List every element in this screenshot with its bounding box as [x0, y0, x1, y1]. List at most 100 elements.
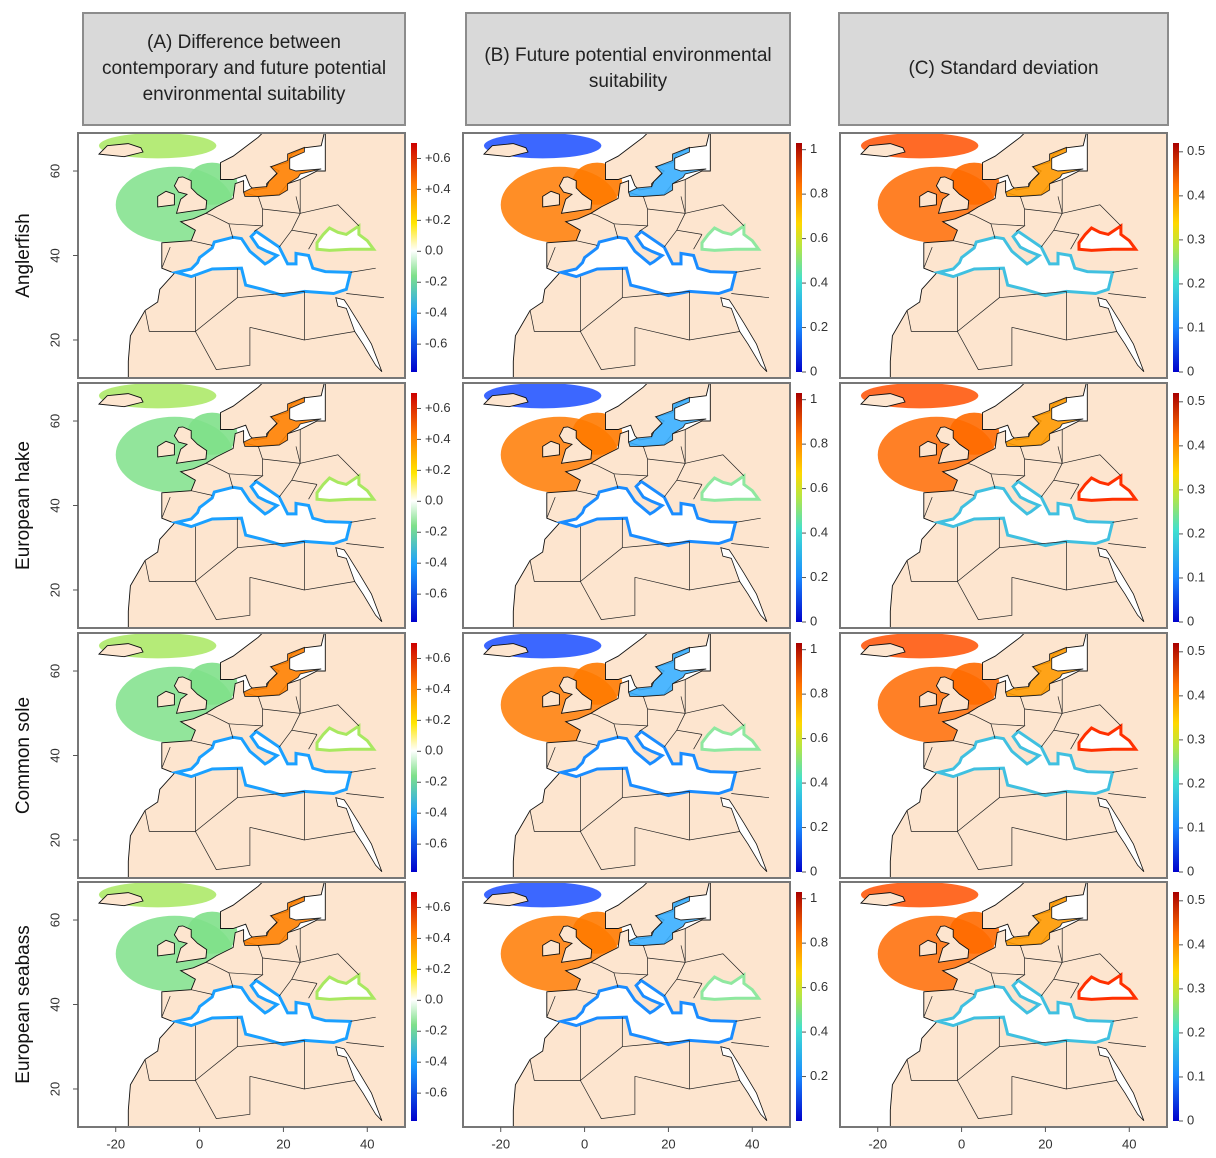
border	[906, 560, 912, 582]
sea	[243, 646, 322, 697]
colorbar	[796, 892, 802, 1121]
border	[957, 327, 1013, 370]
border	[1112, 267, 1138, 273]
border	[350, 767, 376, 773]
land	[98, 143, 144, 158]
colorbar	[796, 143, 802, 372]
border	[278, 729, 293, 748]
sea	[1005, 895, 1084, 946]
land	[512, 133, 790, 378]
border	[195, 827, 251, 870]
border	[923, 995, 933, 1018]
colorbar-tick-label: 0.8	[810, 686, 828, 701]
border	[1112, 517, 1138, 523]
colorbar-tick-label: 0.6	[810, 230, 828, 245]
colorbar-tick-label: 0.4	[1187, 187, 1205, 202]
border	[576, 989, 598, 995]
border	[957, 577, 1013, 620]
border	[923, 246, 933, 269]
border	[1040, 729, 1055, 748]
border	[205, 462, 234, 489]
border	[999, 541, 1067, 549]
colorbar-tick-label: -0.2	[425, 1023, 447, 1038]
border	[999, 791, 1067, 799]
sea	[932, 479, 1115, 548]
land	[542, 939, 560, 957]
border	[1011, 576, 1067, 591]
panel-frame	[839, 382, 1168, 629]
border	[1108, 1042, 1147, 1048]
border	[693, 234, 703, 250]
row-label: European hake	[13, 441, 34, 570]
land	[483, 143, 529, 158]
row-label: European seabass	[13, 925, 34, 1083]
border	[663, 229, 678, 248]
sea	[1005, 146, 1084, 197]
land	[173, 176, 208, 214]
sea	[243, 396, 322, 447]
colorbar	[1173, 892, 1179, 1121]
land	[157, 190, 175, 208]
sea	[1097, 1046, 1145, 1121]
land	[157, 939, 175, 957]
colorbar-tick-label: 0.2	[1187, 1024, 1205, 1039]
land	[483, 643, 529, 658]
land	[935, 925, 970, 963]
lon-tick-label: 0	[958, 1136, 965, 1151]
border	[546, 995, 556, 1018]
colorbar-tick-label: 1	[810, 391, 817, 406]
colorbar-tick-label: 0.1	[1187, 1068, 1205, 1083]
sea	[932, 229, 1115, 298]
land	[512, 633, 790, 878]
lat-tick-label: 20	[47, 1082, 62, 1096]
border	[953, 740, 975, 746]
colorbar	[411, 643, 417, 872]
colorbar-tick-label: 0.3	[1187, 481, 1205, 496]
border	[308, 983, 318, 999]
border	[1011, 326, 1067, 341]
border	[249, 1075, 305, 1090]
colorbar-tick-label: 0.0	[425, 992, 443, 1007]
lat-tick-label: 60	[47, 414, 62, 428]
sea	[628, 146, 707, 197]
border	[144, 310, 150, 332]
border	[1040, 479, 1055, 498]
lon-tick-label: 0	[581, 1136, 588, 1151]
border	[957, 1076, 1013, 1119]
border	[144, 1059, 150, 1081]
border	[191, 740, 213, 746]
land	[919, 690, 937, 708]
land	[483, 892, 529, 907]
sea	[628, 646, 707, 697]
border	[590, 462, 619, 489]
border	[300, 704, 360, 727]
sea	[243, 146, 322, 197]
border	[308, 234, 318, 250]
border	[529, 560, 535, 582]
colorbar-tick-label: +0.2	[425, 712, 451, 727]
border	[191, 490, 213, 496]
colorbar-tick-label: 0.0	[425, 243, 443, 258]
colorbar-tick-label: 1	[810, 890, 817, 905]
lon-tick-label: 20	[1038, 1136, 1052, 1151]
colorbar-tick-label: 0.4	[1187, 437, 1205, 452]
colorbar-tick-label: 0.4	[810, 525, 828, 540]
border	[906, 1059, 912, 1081]
border	[906, 810, 912, 832]
colorbar-tick-label: -0.4	[425, 1054, 447, 1069]
land	[98, 892, 144, 907]
column-header: (A) Difference between contemporary and …	[82, 12, 406, 126]
border	[663, 978, 678, 997]
colorbar-tick-label: 0	[1187, 863, 1194, 878]
border	[1108, 543, 1147, 549]
border	[278, 479, 293, 498]
colorbar-tick-label: +0.2	[425, 212, 451, 227]
land	[98, 643, 144, 658]
border	[350, 517, 376, 523]
colorbar-tick-label: 0	[1187, 1112, 1194, 1127]
colorbar-tick-label: +0.4	[425, 681, 451, 696]
border	[622, 791, 690, 799]
map-panel	[840, 383, 1167, 628]
map-panel	[463, 133, 790, 378]
